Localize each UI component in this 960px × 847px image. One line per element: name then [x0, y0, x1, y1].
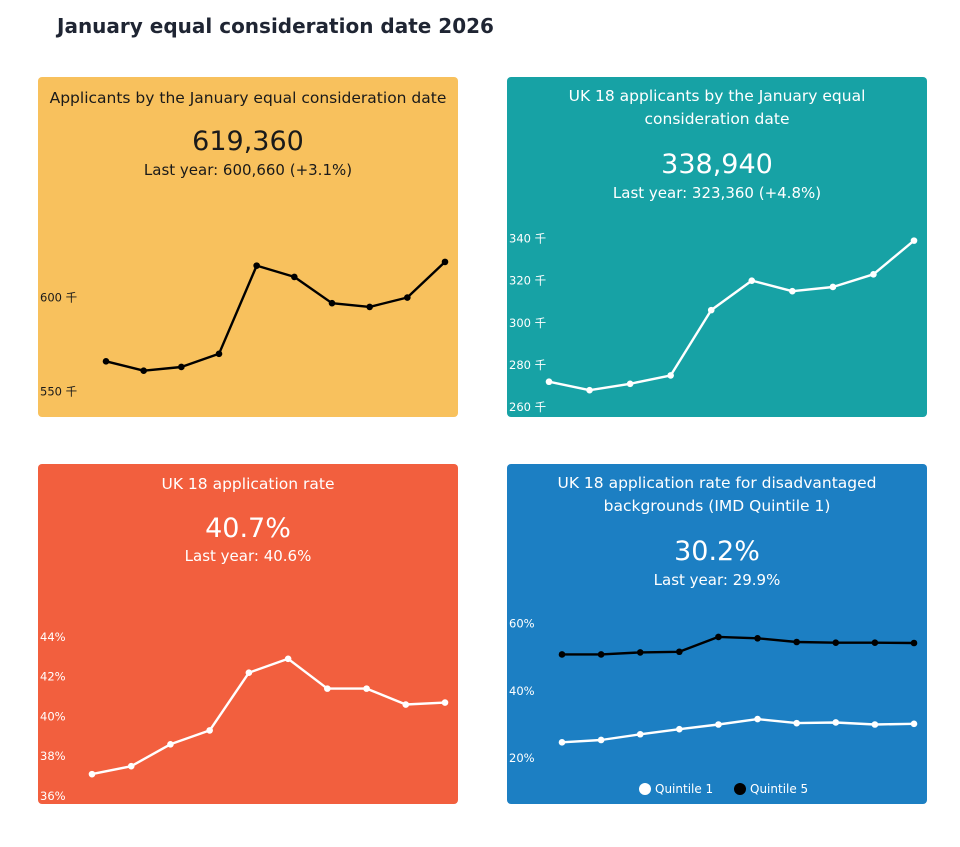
legend-marker — [734, 783, 746, 795]
data-point[interactable] — [253, 262, 260, 269]
data-point[interactable] — [676, 648, 683, 656]
series-line-quintile-1 — [561, 717, 915, 744]
card-last-year: Last year: 323,360 (+4.8%) — [612, 184, 822, 202]
series-line — [91, 657, 446, 776]
y-tick-label: 340 千 — [509, 232, 546, 246]
series-line — [548, 239, 915, 392]
data-point[interactable] — [676, 725, 683, 733]
data-point[interactable] — [102, 358, 110, 365]
y-tick-label: 260 千 — [509, 400, 546, 414]
y-tick-label: 44% — [40, 630, 66, 644]
data-point[interactable] — [626, 380, 634, 388]
legend-marker — [639, 783, 651, 795]
y-tick-label: 600 千 — [40, 291, 77, 305]
y-tick-label: 42% — [40, 670, 66, 684]
data-point[interactable] — [558, 739, 566, 746]
data-point[interactable] — [793, 638, 800, 646]
card-value: 40.7% — [205, 513, 291, 544]
y-tick-label: 40% — [509, 684, 535, 698]
data-point[interactable] — [832, 719, 840, 726]
data-point[interactable] — [707, 306, 715, 314]
kpi-card-applicants: Applicants by the January equal consider… — [38, 77, 458, 417]
card-value: 619,360 — [192, 126, 304, 157]
data-point[interactable] — [140, 367, 147, 375]
legend-label: Quintile 5 — [750, 782, 808, 796]
data-point[interactable] — [871, 639, 879, 646]
card-last-year: Last year: 40.6% — [184, 547, 312, 565]
data-point[interactable] — [245, 669, 253, 677]
disadvantaged-rate-trend-chart: 20% 40% 60% Quintile 1 Quintile 5 — [509, 616, 918, 796]
data-point[interactable] — [206, 727, 213, 734]
series-line-quintile-5 — [562, 635, 915, 656]
data-point[interactable] — [748, 277, 756, 284]
kpi-card-uk18-applicants: UK 18 applicants by the January equal co… — [507, 77, 927, 417]
data-point[interactable] — [754, 715, 761, 723]
series-line — [105, 261, 446, 372]
data-point[interactable] — [871, 721, 879, 728]
y-tick-label: 40% — [40, 709, 66, 723]
y-tick-label: 320 千 — [509, 274, 546, 288]
data-point[interactable] — [178, 363, 185, 371]
uk18-applicants-trend-chart: 260 千 280 千 300 千 320 千 340 千 — [509, 232, 918, 414]
data-point[interactable] — [127, 762, 135, 770]
data-point[interactable] — [441, 258, 449, 266]
data-point[interactable] — [870, 271, 877, 278]
uk18-rate-trend-chart: 36% 38% 40% 42% 44% — [40, 630, 449, 803]
data-point[interactable] — [441, 699, 449, 706]
data-point[interactable] — [636, 649, 644, 656]
applicants-trend-chart: 550 千 600 千 — [40, 258, 449, 398]
card-title: UK 18 application rate for disadvantaged… — [557, 474, 877, 515]
data-point[interactable] — [636, 730, 644, 738]
data-point[interactable] — [291, 273, 298, 281]
data-point[interactable] — [667, 372, 674, 379]
data-point[interactable] — [404, 294, 411, 301]
y-tick-label: 60% — [509, 616, 535, 630]
data-point[interactable] — [829, 283, 837, 291]
y-tick-label: 280 千 — [509, 358, 546, 372]
kpi-card-disadvantaged-rate: UK 18 application rate for disadvantaged… — [507, 464, 927, 804]
data-point[interactable] — [910, 237, 918, 244]
data-point[interactable] — [597, 736, 605, 744]
chart-legend: Quintile 1 Quintile 5 — [639, 782, 808, 796]
data-point[interactable] — [558, 651, 566, 658]
card-last-year: Last year: 600,660 (+3.1%) — [143, 161, 353, 179]
card-value: 338,940 — [661, 149, 773, 180]
y-tick-label: 38% — [40, 749, 66, 763]
card-title: Applicants by the January equal consider… — [49, 89, 447, 107]
kpi-card-uk18-rate: UK 18 application rate 40.7% Last year: … — [38, 464, 458, 804]
y-tick-label: 36% — [40, 789, 66, 803]
data-point[interactable] — [754, 634, 761, 642]
card-title: UK 18 applicants by the January equal co… — [568, 87, 866, 128]
data-point[interactable] — [910, 639, 918, 647]
data-point[interactable] — [215, 350, 223, 358]
data-point[interactable] — [328, 299, 336, 307]
card-last-year: Last year: 29.9% — [653, 571, 781, 589]
data-point[interactable] — [789, 287, 796, 295]
data-point[interactable] — [715, 633, 722, 641]
data-point[interactable] — [586, 386, 593, 394]
data-point[interactable] — [324, 685, 331, 692]
data-point[interactable] — [167, 741, 174, 748]
data-point[interactable] — [363, 685, 370, 692]
data-point[interactable] — [832, 639, 840, 646]
data-point[interactable] — [910, 720, 918, 728]
data-point[interactable] — [715, 721, 722, 728]
y-tick-label: 550 千 — [40, 384, 77, 398]
data-point[interactable] — [597, 651, 605, 658]
legend-label: Quintile 1 — [655, 782, 713, 796]
data-point[interactable] — [366, 303, 373, 311]
data-point[interactable] — [402, 701, 410, 708]
data-point[interactable] — [88, 770, 96, 778]
card-value: 30.2% — [674, 536, 760, 567]
card-title: UK 18 application rate — [161, 475, 335, 493]
data-point[interactable] — [284, 655, 292, 663]
y-tick-label: 20% — [509, 751, 535, 765]
data-point[interactable] — [545, 378, 553, 386]
page-title: January equal consideration date 2026 — [57, 14, 494, 38]
y-tick-label: 300 千 — [509, 316, 546, 330]
data-point[interactable] — [793, 719, 800, 727]
